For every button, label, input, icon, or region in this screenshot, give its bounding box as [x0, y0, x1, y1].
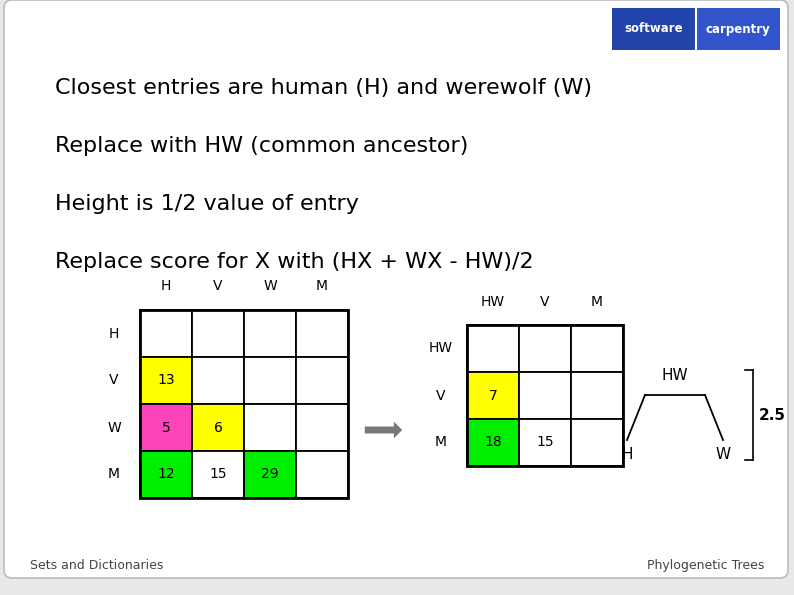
- Text: M: M: [435, 436, 447, 449]
- Bar: [244, 357, 296, 404]
- Text: HW: HW: [429, 342, 453, 355]
- Text: Closest entries are human (H) and werewolf (W): Closest entries are human (H) and werewo…: [55, 78, 592, 98]
- Text: 7: 7: [488, 389, 497, 402]
- Bar: [140, 310, 192, 357]
- Text: V: V: [540, 295, 549, 308]
- Bar: [192, 310, 244, 357]
- Text: M: M: [316, 280, 328, 293]
- Text: M: M: [108, 468, 120, 481]
- Bar: [467, 419, 519, 466]
- Bar: [467, 325, 519, 372]
- Text: W: W: [107, 421, 121, 434]
- Text: V: V: [214, 280, 223, 293]
- Bar: [519, 419, 571, 466]
- Bar: [296, 404, 348, 451]
- Text: 15: 15: [209, 468, 227, 481]
- Text: 13: 13: [157, 374, 175, 387]
- Text: H: H: [161, 280, 172, 293]
- Bar: [140, 357, 192, 404]
- Text: Sets and Dictionaries: Sets and Dictionaries: [30, 559, 164, 572]
- Bar: [296, 310, 348, 357]
- Bar: [571, 325, 623, 372]
- Bar: [244, 451, 296, 498]
- Text: 29: 29: [261, 468, 279, 481]
- Text: V: V: [110, 374, 119, 387]
- Text: H: H: [621, 447, 633, 462]
- Bar: [140, 310, 348, 498]
- Text: 6: 6: [214, 421, 222, 434]
- FancyBboxPatch shape: [4, 0, 788, 578]
- Text: W: W: [263, 280, 277, 293]
- Text: HW: HW: [481, 295, 505, 308]
- Bar: [467, 372, 519, 419]
- Text: software: software: [625, 23, 684, 36]
- Text: HW: HW: [661, 368, 688, 383]
- Text: Replace score for X with (HX + WX - HW)/2: Replace score for X with (HX + WX - HW)/…: [55, 252, 534, 272]
- Bar: [571, 372, 623, 419]
- Bar: [192, 404, 244, 451]
- Bar: [467, 325, 623, 466]
- Text: W: W: [715, 447, 730, 462]
- Bar: [140, 451, 192, 498]
- Text: Height is 1/2 value of entry: Height is 1/2 value of entry: [55, 194, 359, 214]
- Bar: [244, 404, 296, 451]
- Text: 5: 5: [162, 421, 171, 434]
- Bar: [612, 8, 780, 50]
- Text: H: H: [109, 327, 119, 340]
- Text: V: V: [436, 389, 445, 402]
- Bar: [296, 357, 348, 404]
- Bar: [696, 8, 780, 50]
- Bar: [519, 372, 571, 419]
- Text: 2.5: 2.5: [759, 408, 786, 422]
- Bar: [571, 419, 623, 466]
- Text: Phylogenetic Trees: Phylogenetic Trees: [646, 559, 764, 572]
- Text: carpentry: carpentry: [706, 23, 770, 36]
- Bar: [140, 404, 192, 451]
- Text: Replace with HW (common ancestor): Replace with HW (common ancestor): [55, 136, 468, 156]
- Text: 12: 12: [157, 468, 175, 481]
- Text: 15: 15: [536, 436, 553, 449]
- Bar: [192, 357, 244, 404]
- Text: M: M: [591, 295, 603, 308]
- Bar: [192, 451, 244, 498]
- Bar: [296, 451, 348, 498]
- Bar: [244, 310, 296, 357]
- Text: 18: 18: [484, 436, 502, 449]
- Bar: [519, 325, 571, 372]
